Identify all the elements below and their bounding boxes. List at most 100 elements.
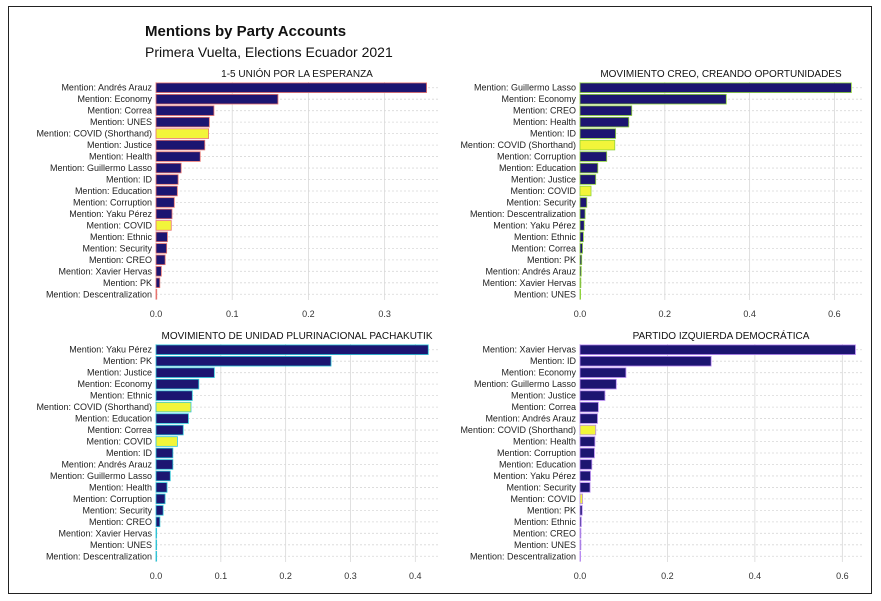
bar bbox=[579, 220, 585, 231]
bar bbox=[155, 424, 184, 436]
x-tick-label: 0.1 bbox=[215, 571, 228, 581]
highlighted-bar bbox=[155, 128, 209, 139]
category-label: Mention: Guillermo Lasso bbox=[474, 379, 576, 389]
bar bbox=[155, 528, 158, 539]
highlighted-bar bbox=[579, 185, 592, 197]
chart-title: Mentions by Party Accounts bbox=[145, 23, 347, 40]
category-label: Mention: Education bbox=[499, 459, 576, 469]
bar bbox=[155, 231, 168, 243]
panel-title: MOVIMIENTO CREO, CREANDO OPORTUNIDADES bbox=[600, 69, 842, 80]
category-label: Mention: Descentralization bbox=[470, 551, 576, 561]
category-label: Mention: PK bbox=[527, 255, 576, 265]
x-tick-label: 0.6 bbox=[836, 571, 849, 581]
bar bbox=[155, 470, 171, 482]
bar bbox=[155, 139, 206, 151]
x-tick-label: 0.4 bbox=[409, 571, 422, 581]
category-label: Mention: Correa bbox=[87, 106, 152, 116]
category-label: Mention: Security bbox=[82, 243, 152, 253]
bar bbox=[155, 367, 215, 378]
bar bbox=[579, 355, 712, 367]
bar bbox=[579, 528, 582, 539]
bar bbox=[579, 470, 591, 482]
category-label: Mention: Justice bbox=[87, 368, 152, 378]
bar bbox=[155, 355, 332, 367]
bar bbox=[579, 482, 591, 493]
bar bbox=[155, 482, 168, 493]
category-label: Mention: Xavier Hervas bbox=[58, 528, 152, 538]
bar bbox=[155, 266, 162, 277]
bar bbox=[579, 401, 599, 413]
x-tick-label: 0.0 bbox=[150, 309, 163, 319]
bar bbox=[579, 378, 617, 390]
bar bbox=[579, 539, 582, 551]
category-label: Mention: Security bbox=[506, 197, 576, 207]
category-label: Mention: CREO bbox=[89, 255, 152, 265]
category-label: Mention: Guillermo Lasso bbox=[474, 83, 576, 93]
bar bbox=[155, 116, 210, 128]
category-label: Mention: UNES bbox=[514, 289, 576, 299]
bar bbox=[155, 390, 193, 401]
category-label: Mention: COVID bbox=[510, 186, 576, 196]
bar bbox=[155, 174, 179, 185]
category-label: Mention: ID bbox=[530, 129, 577, 139]
bar bbox=[155, 162, 182, 174]
category-label: Mention: Xavier Hervas bbox=[482, 278, 576, 288]
bar bbox=[155, 539, 158, 551]
category-label: Mention: Health bbox=[89, 482, 152, 492]
bar bbox=[155, 105, 215, 116]
highlighted-bar bbox=[155, 401, 192, 413]
bar bbox=[155, 254, 166, 266]
highlighted-bar bbox=[579, 139, 616, 151]
category-label: Mention: Economy bbox=[77, 379, 152, 389]
bar bbox=[155, 505, 164, 516]
category-label: Mention: COVID bbox=[86, 437, 152, 447]
category-label: Mention: Health bbox=[89, 152, 152, 162]
category-label: Mention: Ethnic bbox=[90, 391, 153, 401]
category-label: Mention: ID bbox=[106, 448, 153, 458]
panel-title: 1-5 UNIÓN POR LA ESPERANZA bbox=[221, 67, 373, 80]
x-tick-label: 0.2 bbox=[279, 571, 292, 581]
category-label: Mention: Ethnic bbox=[514, 517, 577, 527]
category-label: Mention: Yaku Pérez bbox=[69, 209, 152, 219]
category-label: Mention: COVID (Shorthand) bbox=[36, 402, 152, 412]
category-label: Mention: CREO bbox=[513, 106, 576, 116]
bar bbox=[579, 254, 583, 266]
bar bbox=[579, 277, 582, 289]
bar bbox=[155, 516, 161, 528]
panel-3: MOVIMIENTO DE UNIDAD PLURINACIONAL PACHA… bbox=[36, 331, 438, 581]
bar bbox=[155, 208, 173, 220]
category-label: Mention: Descentralization bbox=[470, 209, 576, 219]
bar bbox=[579, 289, 582, 300]
category-label: Mention: Education bbox=[75, 414, 152, 424]
category-label: Mention: CREO bbox=[513, 528, 576, 538]
category-label: Mention: Economy bbox=[77, 94, 152, 104]
bar bbox=[155, 378, 200, 390]
bar bbox=[579, 197, 588, 208]
category-label: Mention: Justice bbox=[87, 140, 152, 150]
bar bbox=[155, 197, 175, 208]
category-label: Mention: ID bbox=[530, 356, 577, 366]
bar bbox=[579, 551, 582, 562]
panel-4: PARTIDO IZQUIERDA DEMOCRÁTICA 0.0 0.2 0.4 0.… bbox=[460, 329, 862, 581]
x-tick-label: 0.2 bbox=[302, 309, 315, 319]
panel-title: MOVIMIENTO DE UNIDAD PLURINACIONAL PACHA… bbox=[162, 331, 433, 342]
x-tick-label: 0.6 bbox=[828, 309, 841, 319]
category-label: Mention: Yaku Pérez bbox=[493, 220, 576, 230]
category-label: Mention: Education bbox=[75, 186, 152, 196]
panel-title: PARTIDO IZQUIERDA DEMOCRÁTICA bbox=[633, 329, 810, 342]
x-tick-label: 0.0 bbox=[150, 571, 163, 581]
panel-1: 1-5 UNIÓN POR LA ESPERANZA 0.0 0.1 0.2 0.3 Me… bbox=[36, 67, 438, 319]
bar bbox=[579, 82, 852, 93]
bar bbox=[155, 185, 178, 197]
category-label: Mention: UNES bbox=[90, 540, 152, 550]
category-label: Mention: Andrés Arauz bbox=[485, 414, 576, 424]
highlighted-bar bbox=[579, 493, 584, 505]
x-tick-label: 0.4 bbox=[743, 309, 756, 319]
category-label: Mention: Descentralization bbox=[46, 289, 152, 299]
category-label: Mention: Andrés Arauz bbox=[61, 83, 152, 93]
category-label: Mention: Ethnic bbox=[90, 232, 153, 242]
category-label: Mention: Correa bbox=[511, 402, 576, 412]
x-tick-label: 0.0 bbox=[574, 571, 587, 581]
category-label: Mention: PK bbox=[527, 505, 576, 515]
